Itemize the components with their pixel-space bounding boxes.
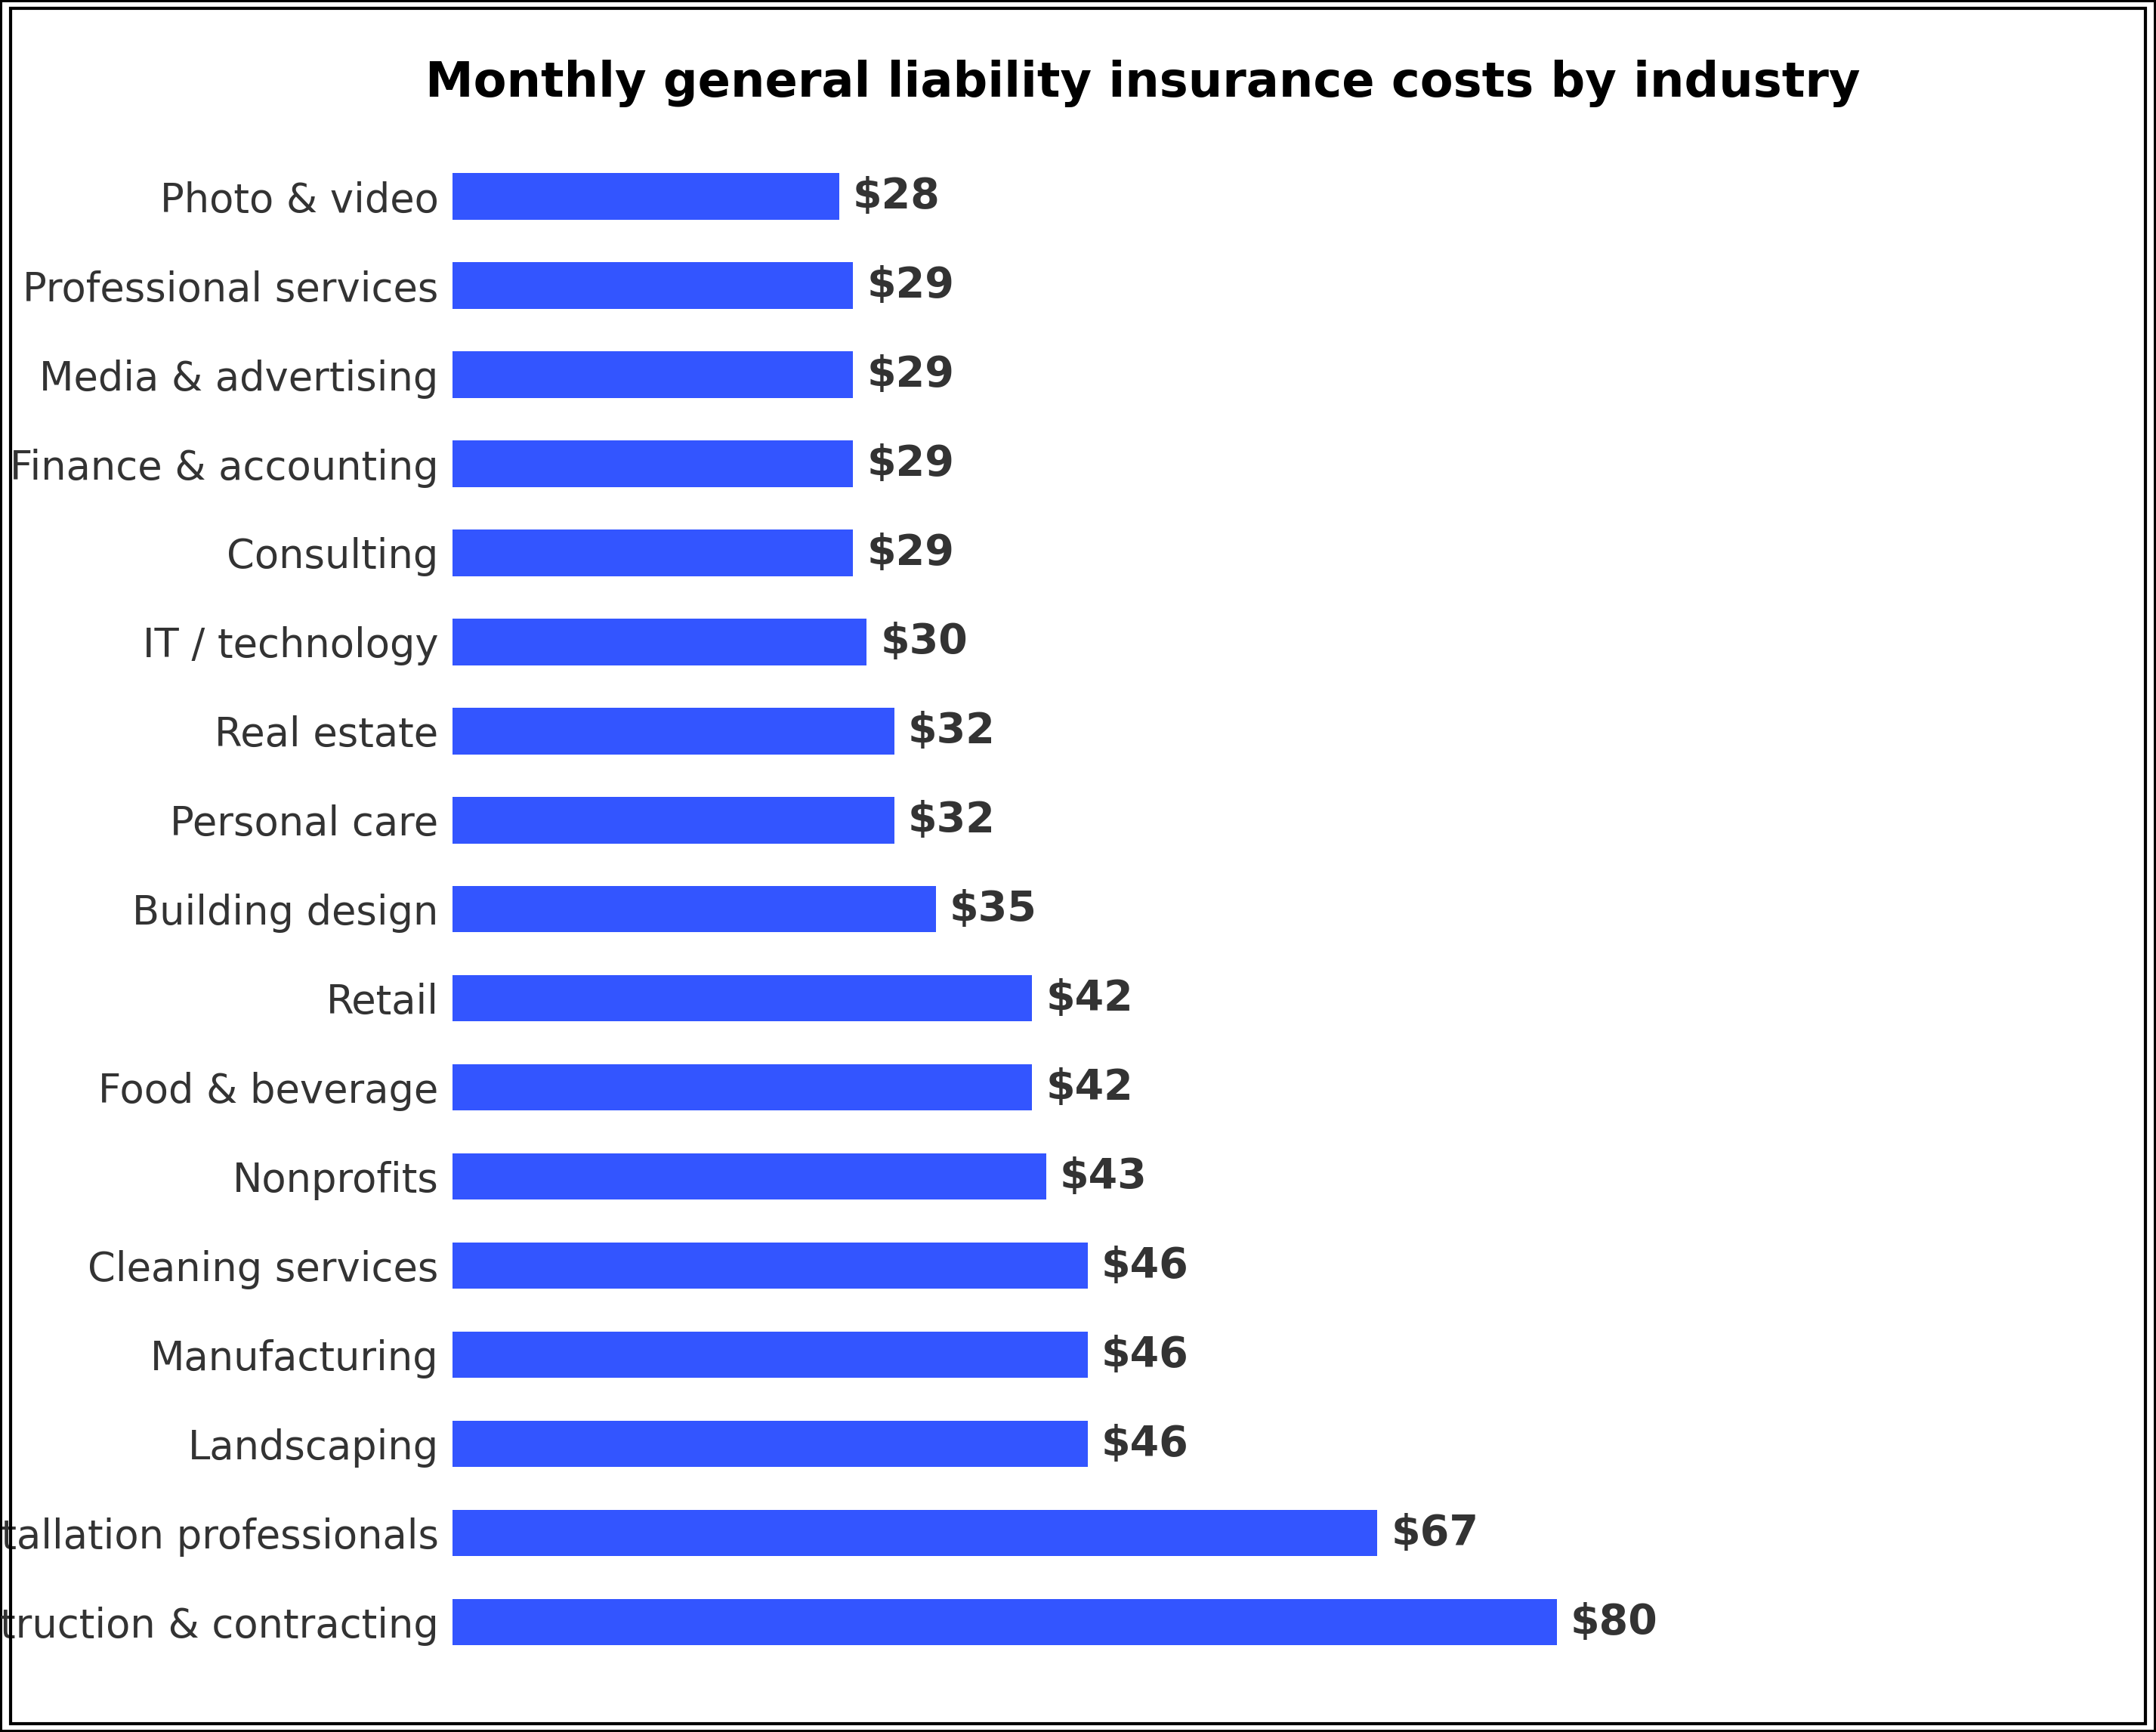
Text: $28: $28 <box>854 177 940 216</box>
Text: $46: $46 <box>1102 1334 1188 1375</box>
Text: $29: $29 <box>867 532 955 573</box>
Text: $29: $29 <box>867 265 955 307</box>
Text: $29: $29 <box>867 443 955 485</box>
Bar <box>453 975 1033 1022</box>
Bar <box>453 173 839 220</box>
Bar <box>453 887 936 932</box>
Text: $67: $67 <box>1391 1512 1479 1554</box>
Text: $35: $35 <box>949 889 1037 930</box>
Text: $46: $46 <box>1102 1424 1188 1464</box>
Text: $80: $80 <box>1570 1602 1658 1642</box>
Text: $46: $46 <box>1102 1245 1188 1287</box>
Bar <box>453 1510 1378 1555</box>
Text: $32: $32 <box>908 710 996 752</box>
Bar <box>453 1420 1087 1467</box>
Bar <box>453 440 854 487</box>
Bar <box>453 797 895 843</box>
Bar <box>453 1154 1046 1200</box>
Bar <box>453 618 867 665</box>
Text: $43: $43 <box>1061 1157 1147 1197</box>
Text: $30: $30 <box>880 622 968 662</box>
Text: $32: $32 <box>908 800 996 840</box>
Text: $42: $42 <box>1046 1067 1134 1108</box>
Bar <box>453 1332 1087 1379</box>
Bar <box>453 530 854 577</box>
Bar <box>453 1242 1087 1289</box>
Text: $29: $29 <box>867 355 955 395</box>
Bar <box>453 1065 1033 1110</box>
Title: Monthly general liability insurance costs by industry: Monthly general liability insurance cost… <box>425 59 1861 107</box>
Bar <box>453 263 854 308</box>
Text: $42: $42 <box>1046 979 1134 1018</box>
Bar <box>453 352 854 398</box>
Bar <box>453 708 895 753</box>
Bar <box>453 1599 1557 1645</box>
